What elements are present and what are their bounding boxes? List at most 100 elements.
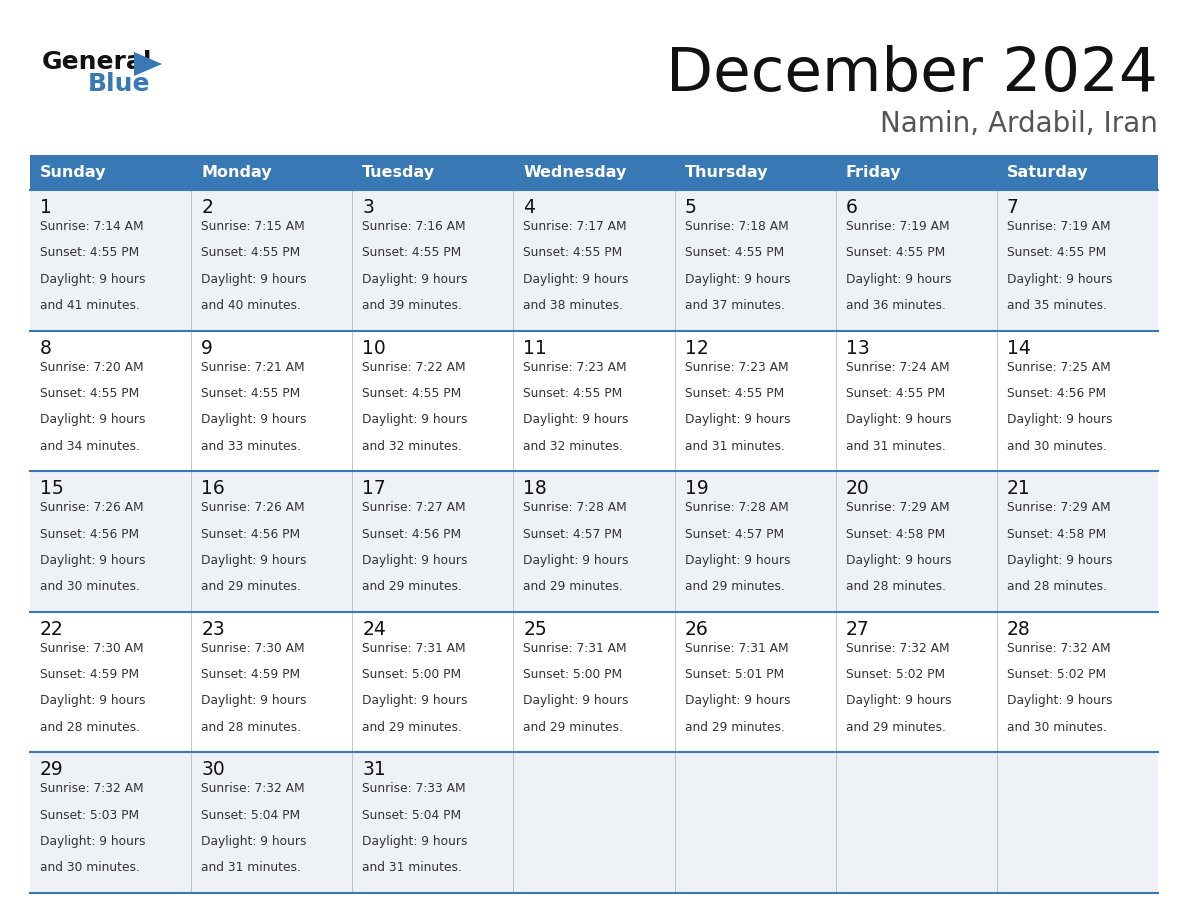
- Text: Tuesday: Tuesday: [362, 165, 436, 180]
- Text: Sunrise: 7:20 AM: Sunrise: 7:20 AM: [40, 361, 144, 374]
- Text: Sunset: 4:55 PM: Sunset: 4:55 PM: [684, 246, 784, 259]
- Text: Daylight: 9 hours: Daylight: 9 hours: [684, 694, 790, 708]
- Text: Sunrise: 7:26 AM: Sunrise: 7:26 AM: [40, 501, 144, 514]
- Text: Daylight: 9 hours: Daylight: 9 hours: [40, 694, 145, 708]
- Text: Sunset: 5:04 PM: Sunset: 5:04 PM: [201, 809, 301, 822]
- Text: Daylight: 9 hours: Daylight: 9 hours: [1007, 413, 1112, 426]
- Text: Sunset: 5:01 PM: Sunset: 5:01 PM: [684, 668, 784, 681]
- Text: Namin, Ardabil, Iran: Namin, Ardabil, Iran: [880, 110, 1158, 138]
- Text: Sunrise: 7:29 AM: Sunrise: 7:29 AM: [846, 501, 949, 514]
- Text: Sunset: 4:56 PM: Sunset: 4:56 PM: [1007, 386, 1106, 400]
- Text: and 29 minutes.: and 29 minutes.: [684, 580, 784, 593]
- Text: and 29 minutes.: and 29 minutes.: [201, 580, 301, 593]
- Text: Sunset: 4:55 PM: Sunset: 4:55 PM: [684, 386, 784, 400]
- Text: 20: 20: [846, 479, 870, 498]
- Text: Daylight: 9 hours: Daylight: 9 hours: [40, 835, 145, 848]
- Text: Sunset: 4:57 PM: Sunset: 4:57 PM: [524, 528, 623, 541]
- Text: and 36 minutes.: and 36 minutes.: [846, 299, 946, 312]
- Text: 31: 31: [362, 760, 386, 779]
- Text: and 28 minutes.: and 28 minutes.: [846, 580, 946, 593]
- Text: and 30 minutes.: and 30 minutes.: [1007, 440, 1107, 453]
- Text: 24: 24: [362, 620, 386, 639]
- Text: and 31 minutes.: and 31 minutes.: [846, 440, 946, 453]
- Text: Daylight: 9 hours: Daylight: 9 hours: [846, 554, 952, 567]
- Text: 6: 6: [846, 198, 858, 217]
- Text: and 29 minutes.: and 29 minutes.: [684, 721, 784, 733]
- Bar: [675, 155, 835, 190]
- Text: Sunset: 4:55 PM: Sunset: 4:55 PM: [362, 386, 461, 400]
- Text: 28: 28: [1007, 620, 1031, 639]
- Text: Sunrise: 7:32 AM: Sunrise: 7:32 AM: [846, 642, 949, 655]
- Text: 26: 26: [684, 620, 708, 639]
- Text: Daylight: 9 hours: Daylight: 9 hours: [684, 273, 790, 285]
- Text: Sunrise: 7:32 AM: Sunrise: 7:32 AM: [1007, 642, 1111, 655]
- Text: Sunrise: 7:22 AM: Sunrise: 7:22 AM: [362, 361, 466, 374]
- Text: Sunrise: 7:32 AM: Sunrise: 7:32 AM: [40, 782, 144, 795]
- Text: 2: 2: [201, 198, 213, 217]
- Text: Sunset: 4:55 PM: Sunset: 4:55 PM: [40, 386, 139, 400]
- Text: Sunrise: 7:15 AM: Sunrise: 7:15 AM: [201, 220, 305, 233]
- Text: Thursday: Thursday: [684, 165, 769, 180]
- Text: Daylight: 9 hours: Daylight: 9 hours: [846, 273, 952, 285]
- Text: 5: 5: [684, 198, 696, 217]
- Text: Sunset: 4:56 PM: Sunset: 4:56 PM: [201, 528, 301, 541]
- Text: and 28 minutes.: and 28 minutes.: [1007, 580, 1107, 593]
- Bar: [191, 155, 353, 190]
- Text: Sunrise: 7:31 AM: Sunrise: 7:31 AM: [684, 642, 788, 655]
- Text: Sunset: 4:57 PM: Sunset: 4:57 PM: [684, 528, 784, 541]
- Text: Sunrise: 7:30 AM: Sunrise: 7:30 AM: [201, 642, 305, 655]
- Text: Daylight: 9 hours: Daylight: 9 hours: [362, 554, 468, 567]
- Text: Daylight: 9 hours: Daylight: 9 hours: [1007, 273, 1112, 285]
- Text: and 35 minutes.: and 35 minutes.: [1007, 299, 1107, 312]
- Text: Daylight: 9 hours: Daylight: 9 hours: [40, 413, 145, 426]
- Text: and 32 minutes.: and 32 minutes.: [524, 440, 624, 453]
- Text: Sunrise: 7:30 AM: Sunrise: 7:30 AM: [40, 642, 144, 655]
- Bar: [30, 190, 1158, 330]
- Text: and 29 minutes.: and 29 minutes.: [524, 580, 624, 593]
- Text: Sunset: 5:02 PM: Sunset: 5:02 PM: [1007, 668, 1106, 681]
- Text: Daylight: 9 hours: Daylight: 9 hours: [362, 694, 468, 708]
- Text: Sunset: 4:55 PM: Sunset: 4:55 PM: [1007, 246, 1106, 259]
- Text: Sunrise: 7:18 AM: Sunrise: 7:18 AM: [684, 220, 789, 233]
- Bar: [30, 471, 1158, 611]
- Text: 17: 17: [362, 479, 386, 498]
- Text: and 28 minutes.: and 28 minutes.: [201, 721, 301, 733]
- Text: Sunset: 4:59 PM: Sunset: 4:59 PM: [201, 668, 301, 681]
- Text: and 39 minutes.: and 39 minutes.: [362, 299, 462, 312]
- Text: Sunset: 4:56 PM: Sunset: 4:56 PM: [362, 528, 461, 541]
- Text: Sunrise: 7:23 AM: Sunrise: 7:23 AM: [684, 361, 788, 374]
- Text: and 29 minutes.: and 29 minutes.: [524, 721, 624, 733]
- Text: Sunrise: 7:17 AM: Sunrise: 7:17 AM: [524, 220, 627, 233]
- Text: Sunset: 5:00 PM: Sunset: 5:00 PM: [362, 668, 461, 681]
- Text: and 31 minutes.: and 31 minutes.: [684, 440, 784, 453]
- Text: and 40 minutes.: and 40 minutes.: [201, 299, 301, 312]
- Text: Sunset: 4:55 PM: Sunset: 4:55 PM: [524, 386, 623, 400]
- Text: 3: 3: [362, 198, 374, 217]
- Text: 7: 7: [1007, 198, 1019, 217]
- Text: Blue: Blue: [88, 72, 151, 96]
- Text: Wednesday: Wednesday: [524, 165, 627, 180]
- Text: Sunset: 4:55 PM: Sunset: 4:55 PM: [201, 386, 301, 400]
- Text: December 2024: December 2024: [666, 45, 1158, 104]
- Text: Sunrise: 7:29 AM: Sunrise: 7:29 AM: [1007, 501, 1111, 514]
- Text: Daylight: 9 hours: Daylight: 9 hours: [201, 413, 307, 426]
- Text: Sunrise: 7:14 AM: Sunrise: 7:14 AM: [40, 220, 144, 233]
- Text: and 29 minutes.: and 29 minutes.: [362, 580, 462, 593]
- Text: Daylight: 9 hours: Daylight: 9 hours: [846, 694, 952, 708]
- Bar: [835, 155, 997, 190]
- Text: and 33 minutes.: and 33 minutes.: [201, 440, 301, 453]
- Text: Friday: Friday: [846, 165, 902, 180]
- Text: Daylight: 9 hours: Daylight: 9 hours: [201, 273, 307, 285]
- Bar: [997, 155, 1158, 190]
- Text: Sunset: 5:04 PM: Sunset: 5:04 PM: [362, 809, 461, 822]
- Text: 19: 19: [684, 479, 708, 498]
- Bar: [513, 155, 675, 190]
- Text: 8: 8: [40, 339, 52, 358]
- Text: Sunrise: 7:23 AM: Sunrise: 7:23 AM: [524, 361, 627, 374]
- Text: Daylight: 9 hours: Daylight: 9 hours: [201, 554, 307, 567]
- Text: December: December: [42, 50, 49, 51]
- Text: Daylight: 9 hours: Daylight: 9 hours: [684, 554, 790, 567]
- Text: Sunset: 5:00 PM: Sunset: 5:00 PM: [524, 668, 623, 681]
- Text: and 29 minutes.: and 29 minutes.: [846, 721, 946, 733]
- Text: and 41 minutes.: and 41 minutes.: [40, 299, 140, 312]
